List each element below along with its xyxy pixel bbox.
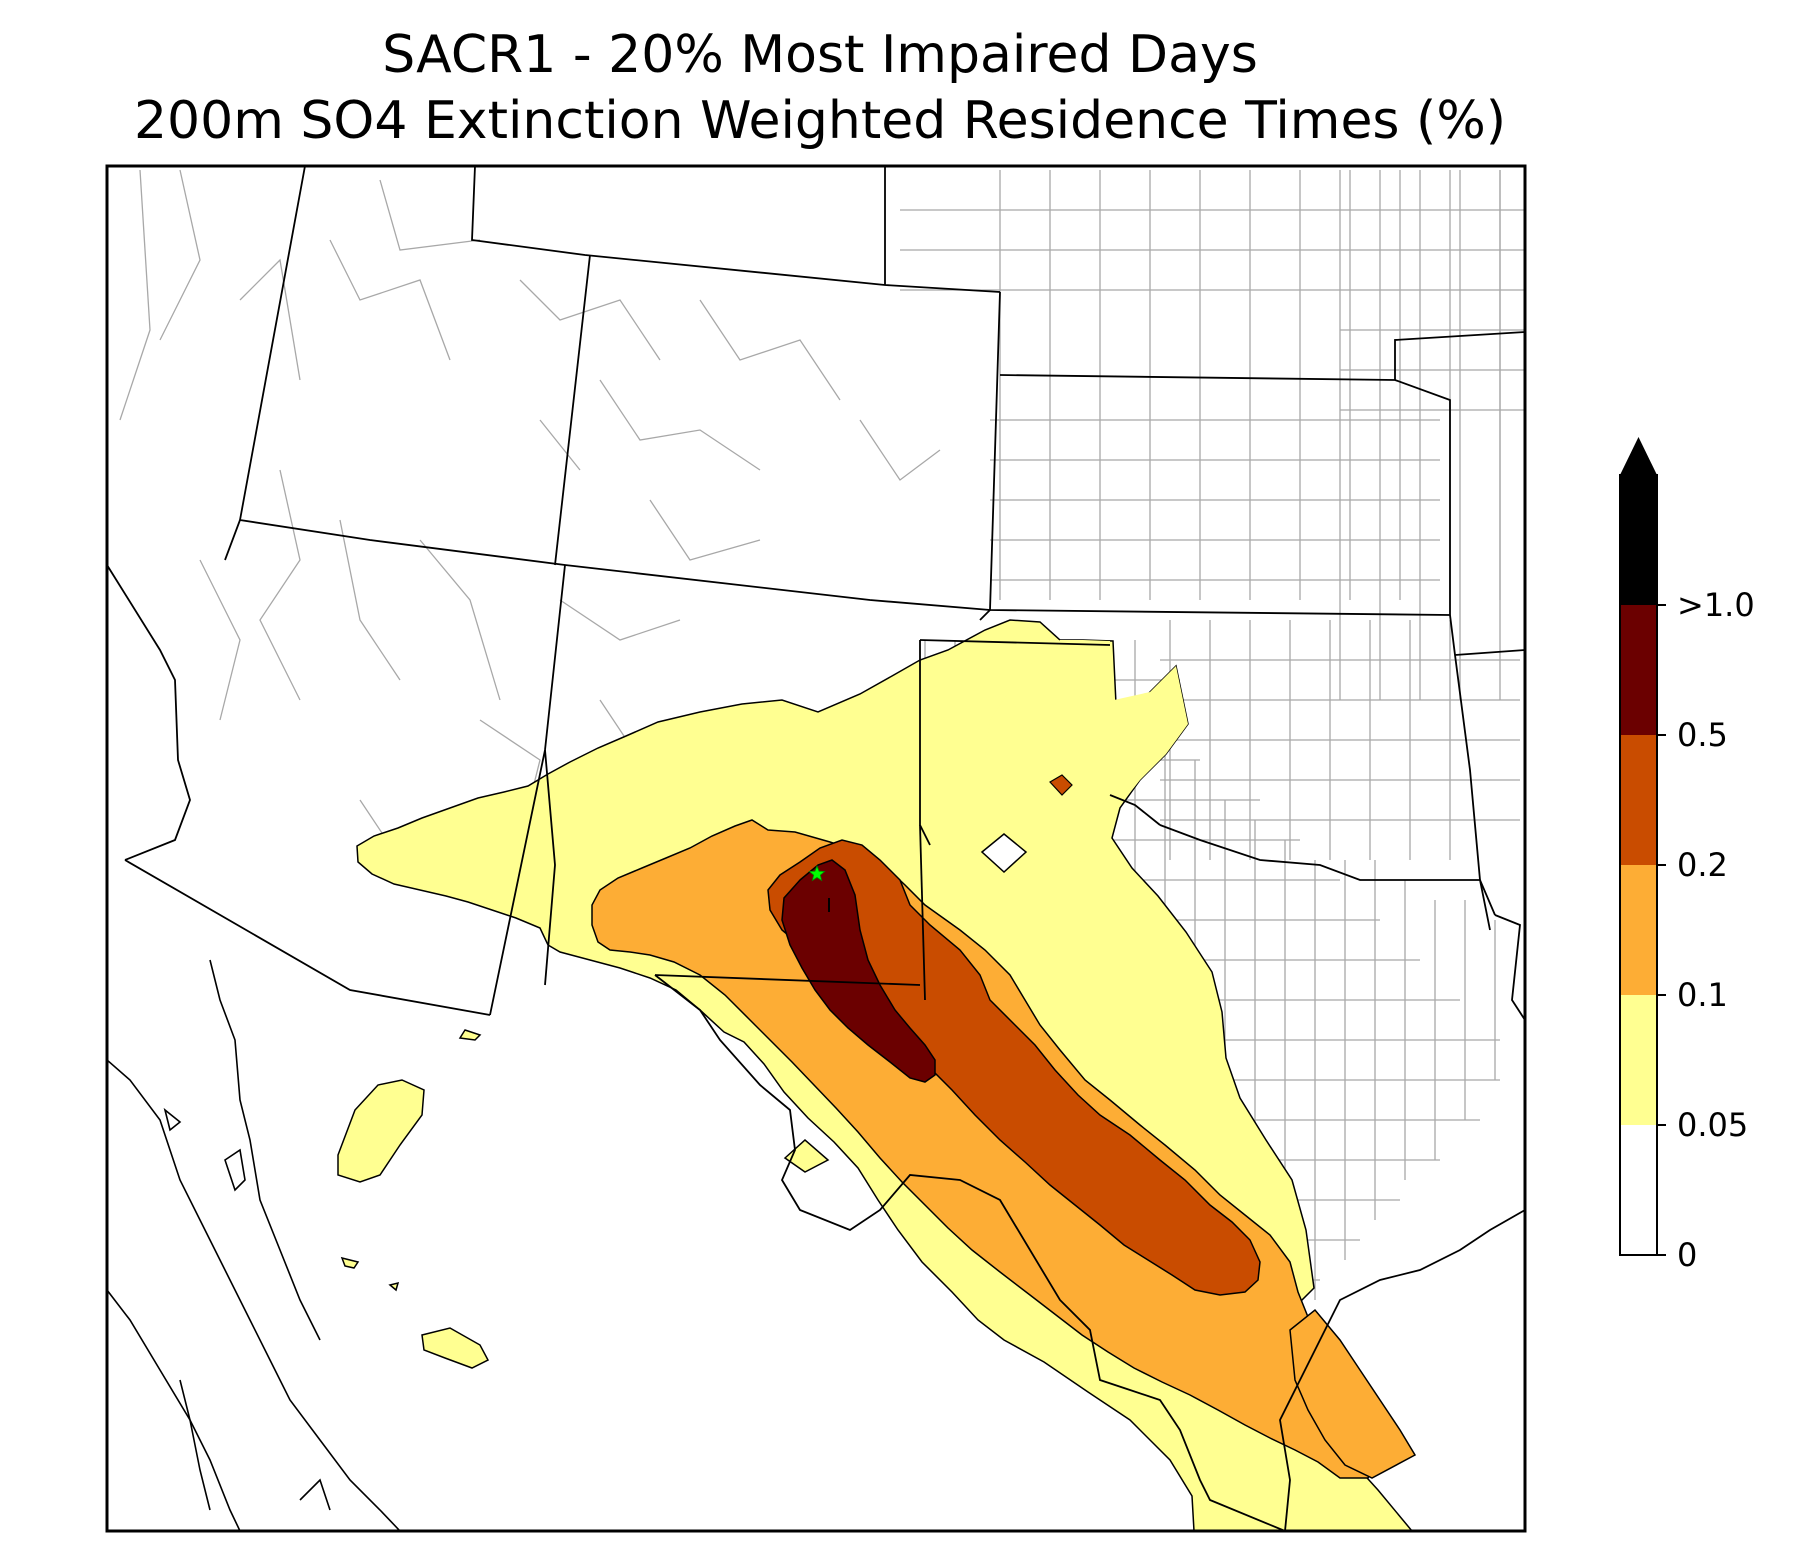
state-border-10	[107, 564, 191, 861]
state-border-21	[654, 974, 1286, 1531]
contour-fill-0.05-lobe	[985, 640, 1188, 862]
coastlines	[107, 959, 401, 1531]
blob-6	[388, 1281, 400, 1292]
state-border-20	[654, 974, 921, 986]
colorbar-tick-label: >1.0	[1677, 586, 1755, 624]
blob-5	[340, 1256, 360, 1269]
state-border-13	[919, 824, 926, 1001]
state-border-22	[1279, 1209, 1525, 1531]
state-border-5	[979, 291, 1001, 621]
contour-spot	[1049, 774, 1073, 796]
blob-4	[421, 1327, 490, 1369]
state-border-19	[544, 749, 556, 986]
contour-fill-0.5	[781, 859, 936, 1083]
colorbar-band-0.1	[1620, 865, 1657, 995]
state-border-23	[1109, 794, 1161, 826]
coastline-1	[107, 1059, 401, 1531]
colorbar-tick-label: 0.5	[1677, 716, 1728, 754]
state-borders	[107, 166, 1525, 1531]
state-border-16	[1159, 824, 1496, 916]
contour-hole	[980, 833, 1028, 874]
colorbar-band->1.0	[1620, 475, 1657, 605]
blob-3	[783, 1138, 830, 1173]
map-frame	[105, 164, 1527, 1533]
colorbar-tick-label: 0.2	[1677, 846, 1728, 884]
colorbar-band-0.2	[1620, 735, 1657, 865]
colorbar-band-0.5	[1620, 605, 1657, 735]
state-border-4	[554, 254, 591, 566]
state-border-12	[919, 639, 1111, 646]
colorbar-extend-arrow-icon	[1620, 437, 1657, 475]
contour-fill-0.1-tail	[1289, 1308, 1417, 1479]
colorbar-band-0.05	[1620, 995, 1657, 1125]
colorbar-tick-label: 0	[1677, 1236, 1697, 1274]
blob-1	[458, 1029, 482, 1041]
colorbar-band-0	[1620, 1125, 1657, 1255]
title-line-1: SACR1 - 20% Most Impaired Days	[382, 25, 1258, 85]
coastline-3	[163, 1107, 182, 1132]
blob-2	[337, 1079, 425, 1183]
state-border-2	[471, 166, 1001, 293]
state-border-15	[1454, 649, 1525, 656]
state-border-18	[124, 859, 491, 1016]
coastline-6	[179, 1379, 211, 1511]
state-border-14	[1449, 614, 1491, 931]
colorbar-tick-label: 0.05	[1677, 1106, 1748, 1144]
state-border-7	[1394, 331, 1525, 380]
receptor-star-icon	[808, 864, 826, 882]
state-border-17	[1494, 914, 1525, 1021]
colorbar-tick-label: 0.1	[1677, 976, 1728, 1014]
coastline-5	[209, 959, 321, 1341]
coastline-4	[224, 1148, 246, 1192]
coastline-2	[107, 1289, 241, 1531]
coastline-7	[299, 1478, 331, 1511]
state-border-1	[238, 166, 1451, 616]
state-border-9	[224, 519, 241, 561]
title-line-2: 200m SO4 Extinction Weighted Residence T…	[133, 91, 1507, 151]
contour-fill-0.1	[591, 819, 1373, 1479]
colorbar: 0 0.05 0.1 0.2 0.5 >1.0	[1619, 437, 1755, 1274]
state-border-6	[999, 374, 1451, 615]
